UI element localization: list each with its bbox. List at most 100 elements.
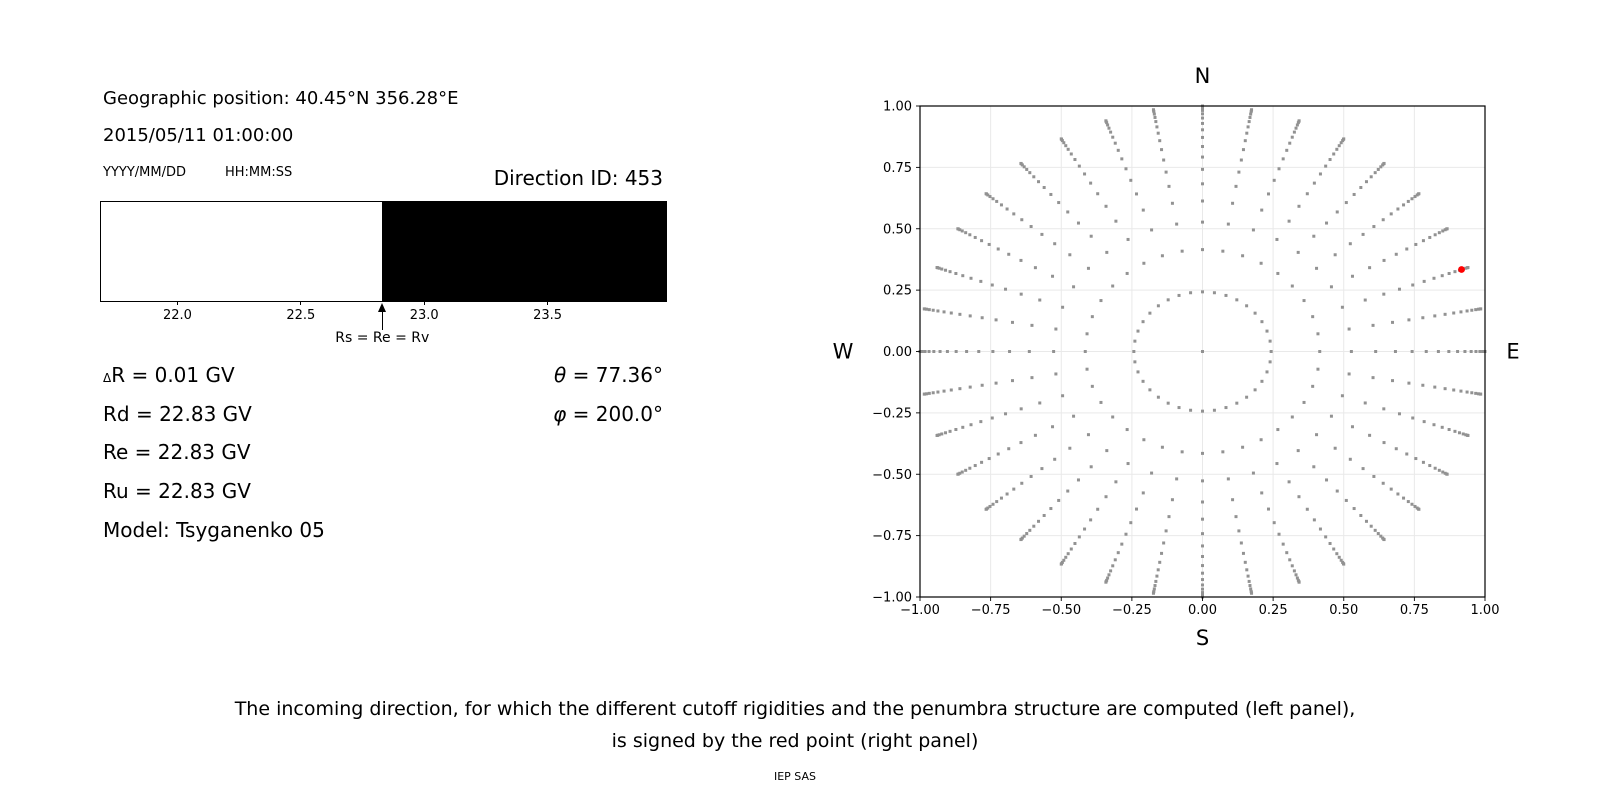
direction-dot bbox=[1059, 137, 1063, 141]
direction-dot bbox=[944, 268, 948, 272]
direction-dot bbox=[1432, 276, 1436, 280]
cutoff-arrow-head bbox=[377, 303, 386, 312]
direction-dot bbox=[1297, 580, 1301, 584]
direction-dot bbox=[1042, 513, 1046, 517]
direction-dot bbox=[1281, 542, 1285, 546]
direction-dot bbox=[1268, 360, 1272, 364]
direction-dot bbox=[1441, 229, 1445, 233]
direction-dot bbox=[949, 388, 953, 392]
direction-dot bbox=[1251, 228, 1255, 232]
direction-dot bbox=[1125, 428, 1129, 432]
penumbra-allowed-band bbox=[101, 202, 383, 301]
direction-dot bbox=[1160, 551, 1164, 555]
x-tick bbox=[176, 301, 179, 305]
direction-dot bbox=[1272, 178, 1276, 182]
direction-dot bbox=[1008, 350, 1012, 353]
direction-dot bbox=[942, 310, 946, 314]
direction-dot bbox=[1457, 431, 1461, 435]
direction-dot bbox=[1407, 381, 1411, 385]
direction-dot bbox=[1201, 544, 1204, 548]
direction-dot bbox=[1116, 148, 1120, 152]
direction-dot bbox=[1328, 541, 1332, 545]
direction-dot bbox=[1201, 517, 1204, 521]
penumbra-box bbox=[101, 202, 666, 301]
direction-dot bbox=[984, 507, 988, 511]
direction-dot bbox=[1235, 298, 1239, 302]
direction-dot bbox=[1324, 164, 1328, 168]
direction-dot bbox=[1245, 304, 1249, 308]
direction-dot bbox=[1432, 423, 1436, 427]
direction-dot bbox=[1295, 123, 1299, 127]
direction-dot bbox=[980, 460, 984, 464]
direction-dot bbox=[1413, 504, 1417, 508]
direction-dot bbox=[1069, 152, 1073, 156]
direction-dot bbox=[1337, 144, 1341, 148]
direction-dot bbox=[1372, 474, 1376, 478]
direction-dot bbox=[945, 350, 949, 353]
direction-dot bbox=[1292, 130, 1296, 134]
y-tick-label: −1.00 bbox=[872, 591, 912, 606]
direction-dot bbox=[1107, 126, 1111, 130]
direction-dot bbox=[1237, 170, 1241, 174]
direction-dot bbox=[1231, 201, 1235, 205]
direction-dot bbox=[1089, 518, 1093, 522]
direction-dot bbox=[1248, 584, 1252, 588]
direction-dot bbox=[1347, 372, 1351, 376]
direction-dot bbox=[1166, 298, 1170, 302]
direction-dot bbox=[987, 242, 991, 246]
direction-dot bbox=[960, 470, 964, 474]
theta-value: θ = 77.36° bbox=[554, 363, 663, 387]
direction-dot bbox=[1259, 261, 1263, 265]
direction-dot bbox=[1382, 538, 1386, 542]
cutoff-annotation: Rs = Re = Rv bbox=[335, 330, 430, 346]
direction-dot bbox=[1224, 293, 1228, 297]
x-tick bbox=[423, 301, 425, 305]
direction-dot bbox=[1141, 491, 1145, 495]
direction-dot bbox=[980, 383, 984, 387]
direction-dot bbox=[1424, 350, 1428, 353]
direction-dot bbox=[1135, 507, 1139, 511]
direction-dot bbox=[1129, 178, 1133, 182]
direction-dot bbox=[973, 464, 977, 468]
x-tick-label: 23.0 bbox=[409, 308, 439, 323]
direction-dot bbox=[1417, 192, 1421, 196]
direction-dot bbox=[1022, 534, 1026, 538]
direction-dot bbox=[1312, 518, 1316, 522]
direction-dot bbox=[958, 387, 962, 391]
direction-dot bbox=[1027, 350, 1031, 353]
direction-dot bbox=[1201, 248, 1204, 252]
direction-dot bbox=[1397, 287, 1401, 291]
y-tick-label: −0.25 bbox=[872, 406, 912, 421]
compass-label-west: W bbox=[833, 340, 854, 364]
direction-dot bbox=[1180, 249, 1184, 253]
direction-dot bbox=[1382, 292, 1386, 296]
direction-dot bbox=[1113, 558, 1117, 562]
direction-dot bbox=[1281, 157, 1285, 161]
direction-dot bbox=[1062, 558, 1066, 562]
direction-dot bbox=[1038, 298, 1042, 302]
direction-dot bbox=[1294, 573, 1298, 577]
direction-dot bbox=[1277, 532, 1281, 536]
direction-dot bbox=[1180, 450, 1184, 454]
direction-dot bbox=[1347, 327, 1351, 331]
direction-dot bbox=[1315, 433, 1319, 437]
direction-dot bbox=[1276, 428, 1280, 432]
direction-dot bbox=[1297, 495, 1301, 499]
direction-dot bbox=[1344, 498, 1348, 502]
direction-dot bbox=[1156, 131, 1160, 135]
direction-dot bbox=[1012, 487, 1016, 491]
y-tick-label: 1.00 bbox=[883, 100, 912, 115]
direction-dot bbox=[1245, 568, 1249, 572]
direction-dot bbox=[1111, 135, 1115, 139]
direction-dot bbox=[1470, 391, 1474, 395]
direction-dot bbox=[1124, 532, 1128, 536]
direction-dot bbox=[1004, 287, 1008, 291]
direction-dot bbox=[948, 270, 952, 274]
direction-dot bbox=[1382, 441, 1386, 445]
direction-dot bbox=[1474, 308, 1478, 312]
direction-dot bbox=[1311, 315, 1315, 319]
direction-dot bbox=[1066, 489, 1070, 493]
direction-dot bbox=[1328, 158, 1332, 162]
direction-dot bbox=[1422, 279, 1426, 283]
